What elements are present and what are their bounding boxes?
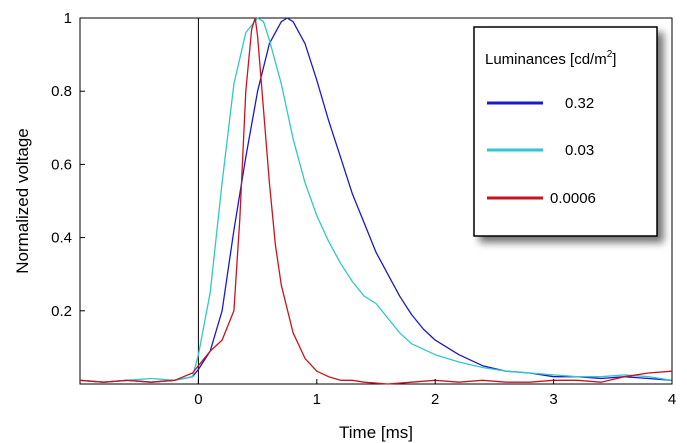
y-tick-label: 0.8 <box>51 83 72 100</box>
legend-title-suffix: ] <box>612 51 616 68</box>
series-line-2 <box>79 17 673 385</box>
x-tick-label: 4 <box>668 391 676 408</box>
legend-entries: 0.32 0.03 0.0006 <box>487 95 596 207</box>
y-tick-label: 0.2 <box>51 303 72 320</box>
x-axis-ticks: 0 1 2 3 4 <box>194 379 676 408</box>
y-tick-label: 0.4 <box>51 230 72 247</box>
series-line-1 <box>79 17 673 383</box>
y-tick-label: 0.6 <box>51 156 72 173</box>
y-axis-ticks: 0.2 0.4 0.6 0.8 1 <box>51 10 85 320</box>
x-tick-label: 0 <box>194 391 202 408</box>
x-tick-label: 2 <box>431 391 439 408</box>
legend-title-main: Luminances [cd/m <box>485 51 607 68</box>
x-axis-label: Time [ms] <box>339 423 413 442</box>
x-tick-label: 1 <box>313 391 321 408</box>
x-tick-label: 3 <box>549 391 557 408</box>
legend: Luminances [cd/m2] 0.32 0.03 0.0006 <box>473 26 658 237</box>
legend-title: Luminances [cd/m2] <box>485 49 616 68</box>
legend-label-0: 0.32 <box>565 95 594 112</box>
y-tick-label: 1 <box>64 10 72 27</box>
legend-title-superscript: 2 <box>607 49 613 60</box>
y-axis-label: Normalized voltage <box>13 128 32 274</box>
legend-label-2: 0.0006 <box>550 190 596 207</box>
series-layer <box>79 17 673 385</box>
legend-label-1: 0.03 <box>565 142 594 159</box>
legend-box <box>473 26 658 237</box>
